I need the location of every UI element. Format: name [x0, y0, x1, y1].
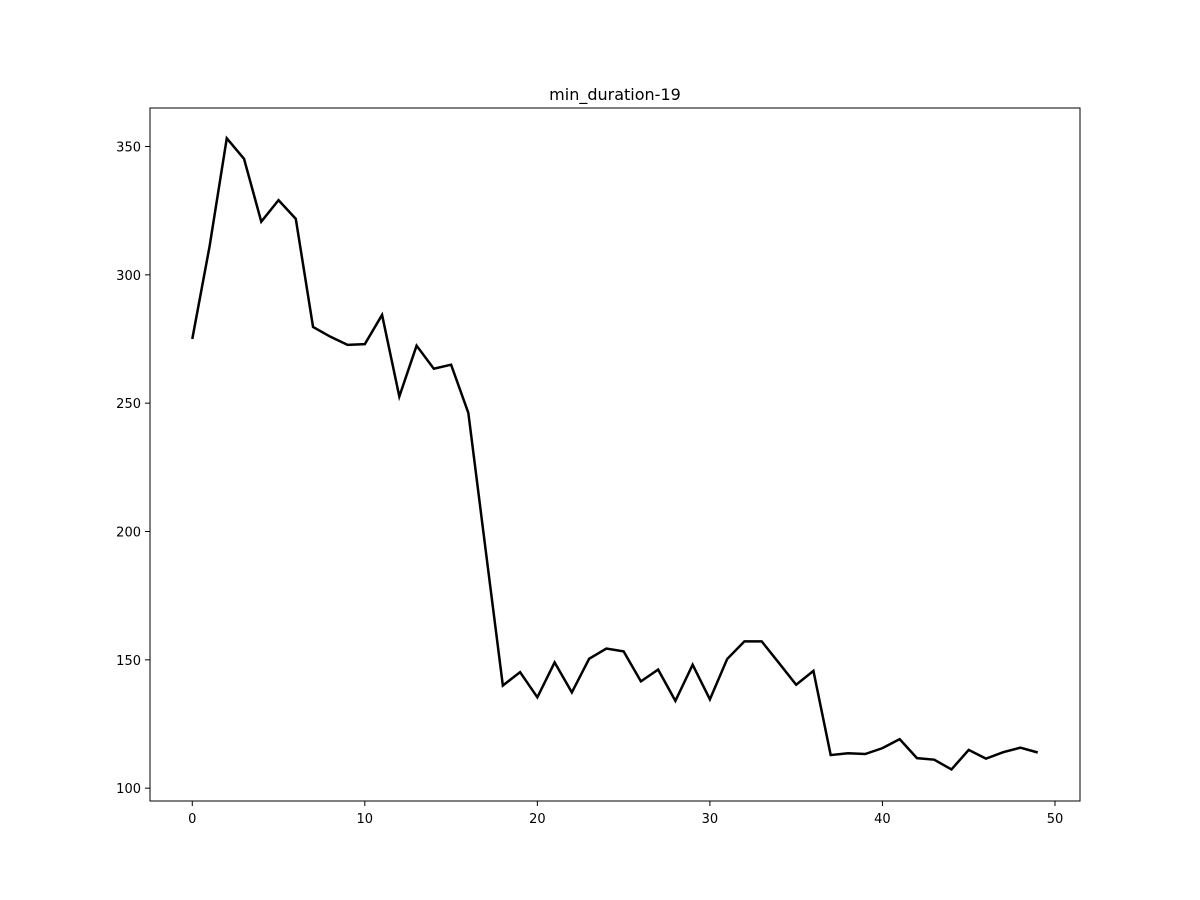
x-tick-label: 20 — [529, 812, 546, 827]
x-tick-label: 10 — [357, 812, 374, 827]
chart-title: min_duration-19 — [549, 85, 681, 105]
x-tick-label: 40 — [874, 812, 891, 827]
x-tick-label: 30 — [702, 812, 719, 827]
series-line — [191, 135, 1039, 772]
x-tick-label: 50 — [1047, 812, 1064, 827]
y-tick-label: 100 — [116, 782, 141, 797]
plot-area — [150, 108, 1080, 801]
y-tick-label: 250 — [116, 397, 141, 412]
x-tick-label: 0 — [188, 812, 196, 827]
y-tick-label: 350 — [116, 141, 141, 156]
y-tick-label: 300 — [116, 269, 141, 284]
plot-frame — [149, 107, 1081, 802]
y-tick-label: 150 — [116, 654, 141, 669]
y-tick-label: 200 — [116, 526, 141, 541]
